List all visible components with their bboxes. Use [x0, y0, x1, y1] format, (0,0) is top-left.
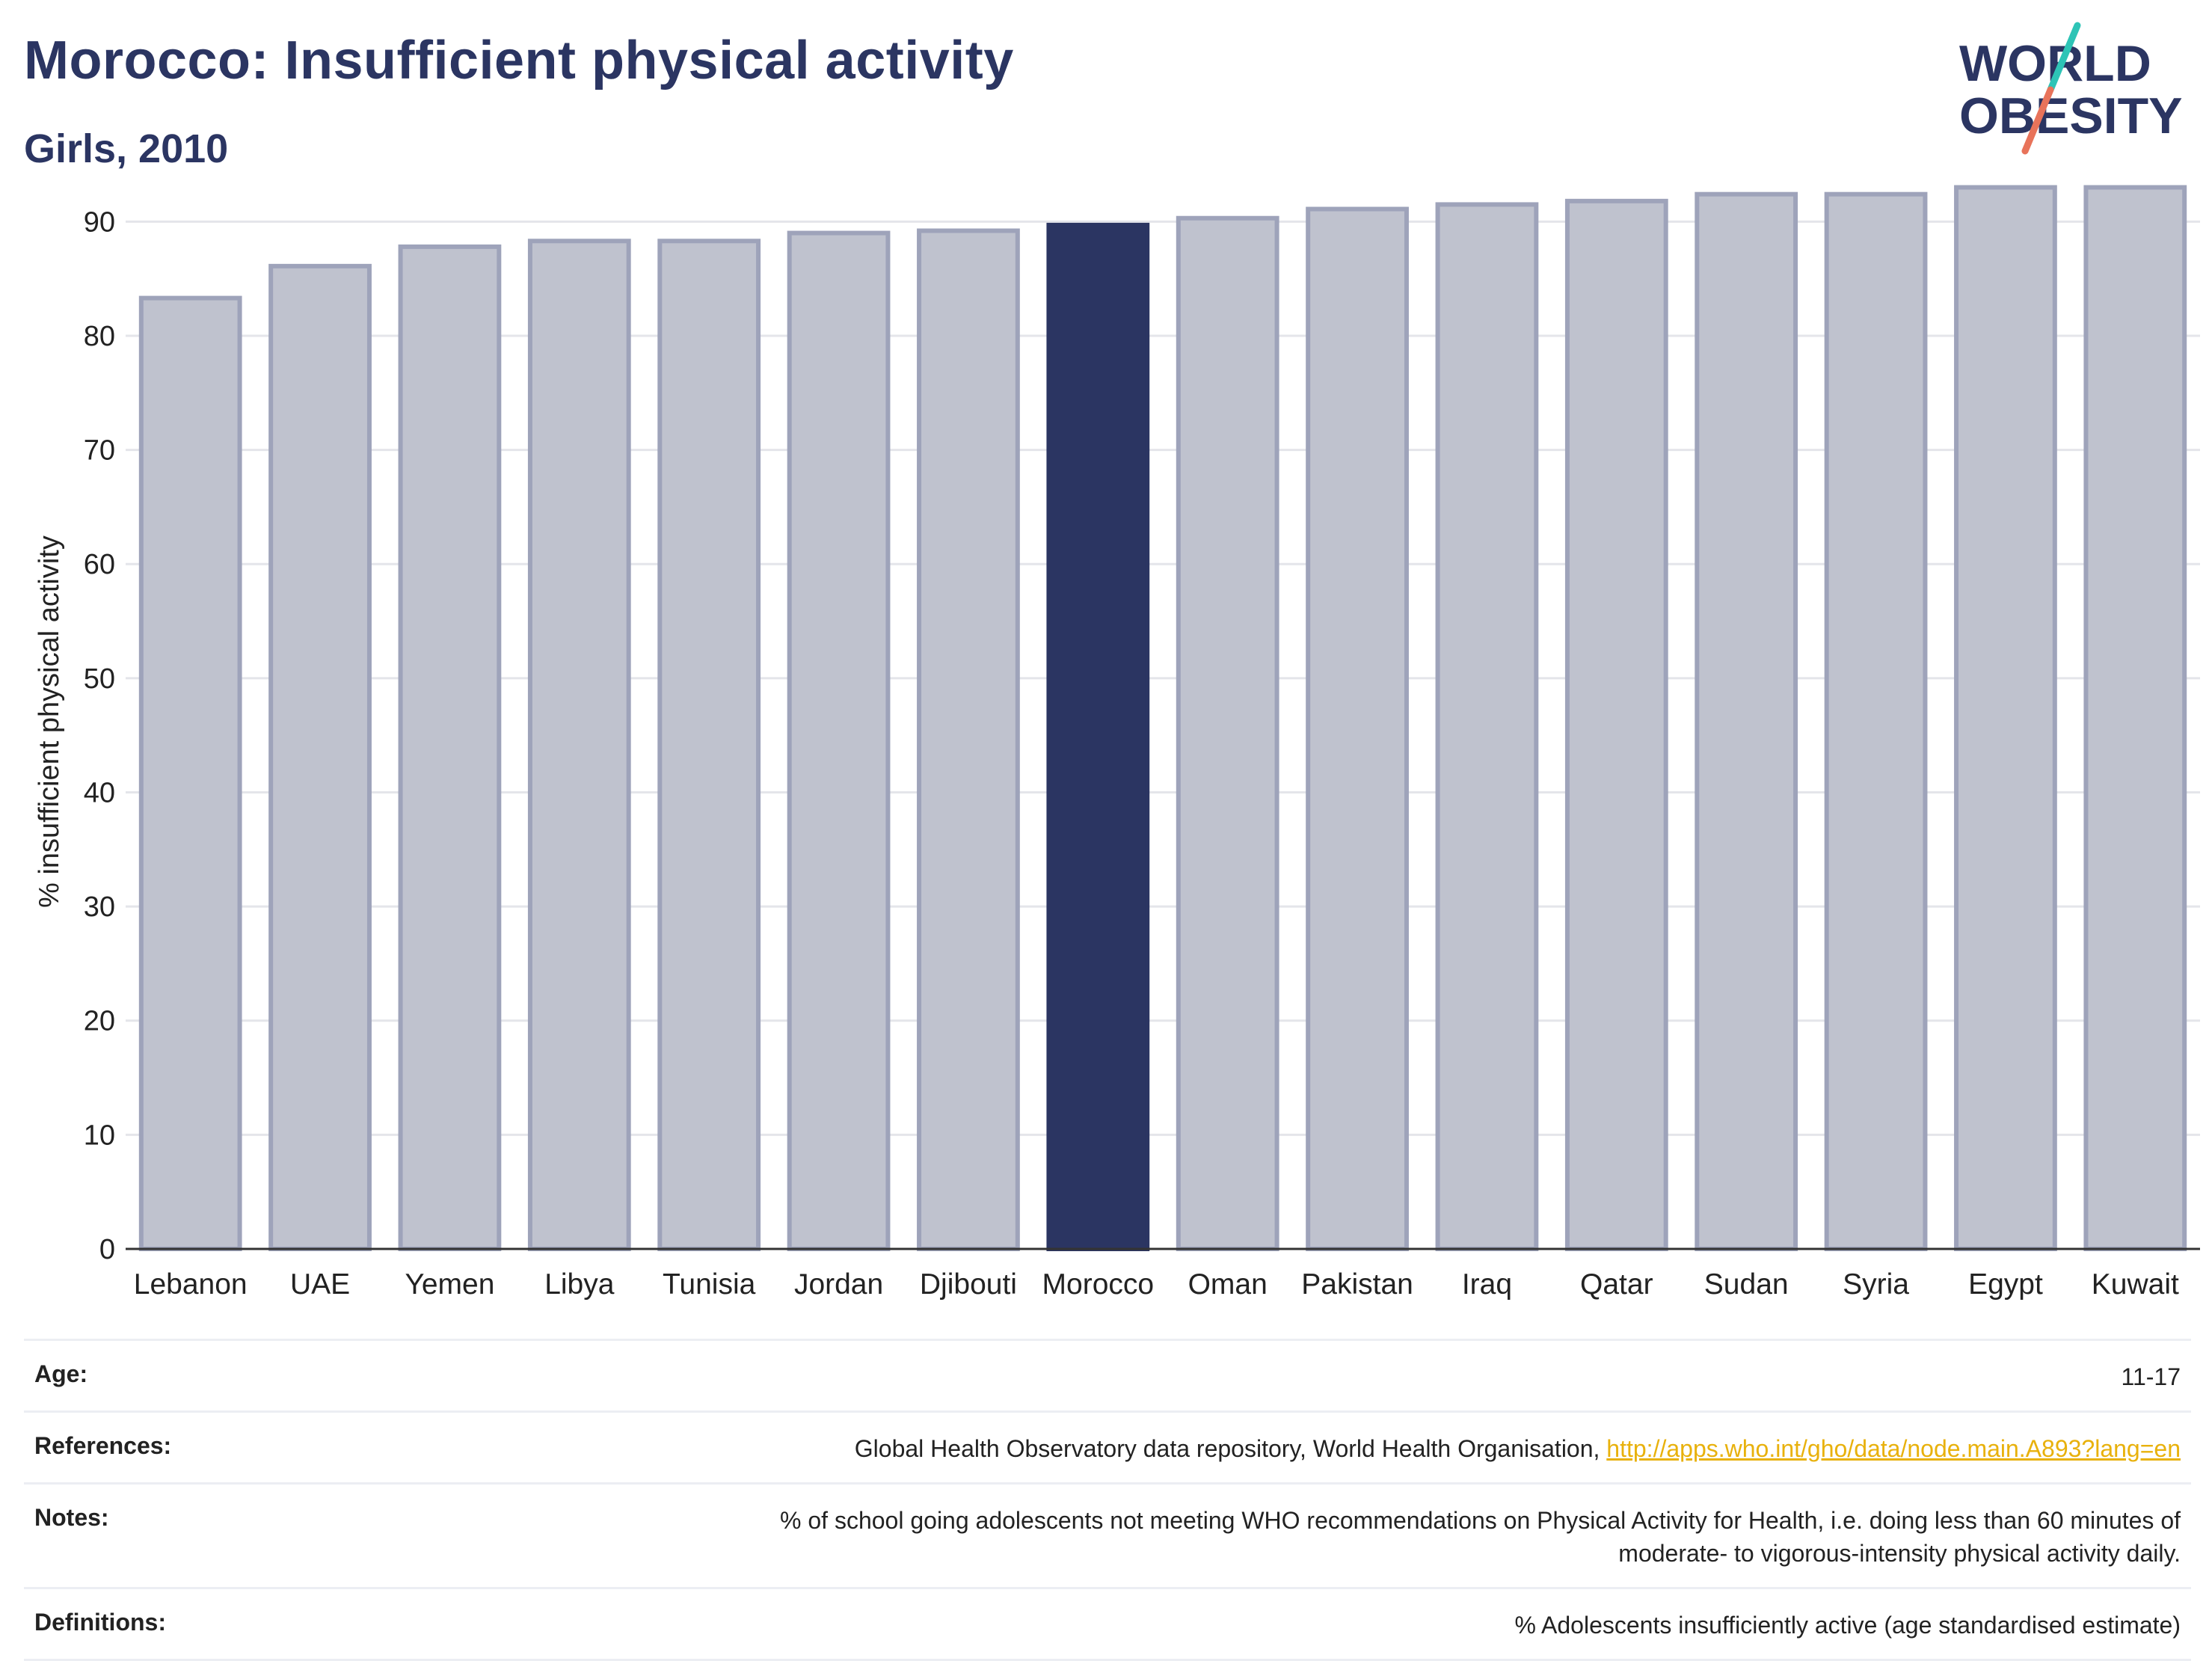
x-tick-label: Jordan: [794, 1268, 883, 1301]
meta-row-definitions: Definitions: % Adolescents insufficientl…: [24, 1587, 2191, 1661]
x-tick-label: Sudan: [1704, 1268, 1789, 1301]
y-tick-label: 70: [84, 435, 115, 467]
y-axis-label: % insufficient physical activity: [34, 535, 65, 908]
y-tick-label: 20: [84, 1006, 115, 1037]
bar-jordan: [787, 230, 891, 1251]
bar-morocco: [1046, 222, 1150, 1251]
meta-label-definitions: Definitions:: [34, 1609, 166, 1636]
x-tick-labels: Lebanon UAE Yemen Libya Tunisia Jordan Djibout…: [134, 1268, 2179, 1301]
chart-subtitle: Girls, 2010: [24, 126, 229, 171]
bar-djibouti: [917, 228, 1020, 1251]
x-tick-label: Yemen: [405, 1268, 494, 1301]
bar-sudan: [1695, 191, 1798, 1251]
x-tick-label: Kuwait: [2092, 1268, 2179, 1301]
x-tick-label: Oman: [1188, 1268, 1268, 1301]
meta-row-notes: Notes: % of school going adolescents not…: [24, 1482, 2191, 1588]
bar-lebanon: [138, 295, 242, 1251]
bar-qatar: [1564, 198, 1668, 1251]
meta-row-references: References: Global Health Observatory da…: [24, 1410, 2191, 1482]
x-tick-label: Djibouti: [920, 1268, 1017, 1301]
bar-egypt: [1954, 185, 2057, 1251]
meta-value-age: 11-17: [2121, 1363, 2181, 1390]
bar-yemen: [398, 244, 502, 1251]
meta-value-references: Global Health Observatory data repositor…: [855, 1432, 2181, 1466]
y-tick-label: 30: [84, 891, 115, 923]
x-tick-label: Syria: [1843, 1268, 1909, 1301]
x-tick-label: Morocco: [1042, 1268, 1155, 1301]
bar-iraq: [1435, 202, 1539, 1252]
metadata-table: Age: 11-17 References: Global Health Obs…: [24, 1339, 2191, 1661]
y-tick-label: 10: [84, 1120, 115, 1151]
bar-chart: 0 10 20 30 40 50 60 70 80 90 Lebanon UAE Yemen Libya…: [34, 185, 2200, 1301]
x-tick-label: UAE: [290, 1268, 350, 1301]
logo-word-obesity: OBESITY: [1959, 87, 2183, 144]
x-tick-label: Qatar: [1580, 1268, 1653, 1301]
notes-line-2: moderate- to vigorous-intensity physical…: [1618, 1540, 2181, 1568]
bar-pakistan: [1306, 206, 1409, 1251]
bar-kuwait: [2083, 185, 2187, 1251]
x-tick-label: Pakistan: [1301, 1268, 1413, 1301]
bar-uae: [268, 263, 372, 1251]
reference-link[interactable]: http://apps.who.int/gho/data/node.main.A…: [1606, 1434, 2181, 1462]
logo-slash-top-icon: [2047, 22, 2081, 93]
x-tick-label: Egypt: [1968, 1268, 2043, 1301]
reference-text: Global Health Observatory data repositor…: [854, 1434, 1607, 1462]
bars: [138, 185, 2187, 1252]
y-tick-label: 80: [84, 321, 115, 352]
bar-tunisia: [657, 239, 761, 1251]
x-tick-label: Iraq: [1462, 1268, 1512, 1301]
meta-row-age: Age: 11-17: [24, 1339, 2191, 1410]
notes-line-1: % of school going adolescents not meetin…: [780, 1506, 2181, 1534]
x-tick-label: Libya: [544, 1268, 615, 1301]
bar-libya: [527, 239, 631, 1251]
logo-slash-bottom-icon: [2021, 86, 2054, 155]
y-tick-label: 0: [99, 1234, 115, 1265]
chart-title: Morocco: Insufficient physical activity: [24, 31, 1014, 90]
y-tick-label: 90: [84, 206, 115, 238]
y-tick-label: 50: [84, 663, 115, 695]
world-obesity-logo: WORLD OBESITY: [1959, 22, 2183, 155]
meta-value-definitions: % Adolescents insufficiently active (age…: [1514, 1612, 2181, 1639]
meta-value-notes: % of school going adolescents not meetin…: [780, 1504, 2181, 1571]
y-tick-labels: 0 10 20 30 40 50 60 70 80 90: [84, 206, 115, 1265]
x-tick-label: Tunisia: [663, 1268, 756, 1301]
bar-oman: [1176, 215, 1279, 1252]
bar-syria: [1824, 191, 1928, 1251]
meta-label-references: References:: [34, 1431, 172, 1459]
x-tick-label: Lebanon: [134, 1268, 248, 1301]
y-tick-label: 40: [84, 777, 115, 808]
y-tick-label: 60: [84, 549, 115, 580]
meta-label-age: Age:: [34, 1360, 88, 1387]
meta-label-notes: Notes:: [34, 1503, 109, 1531]
